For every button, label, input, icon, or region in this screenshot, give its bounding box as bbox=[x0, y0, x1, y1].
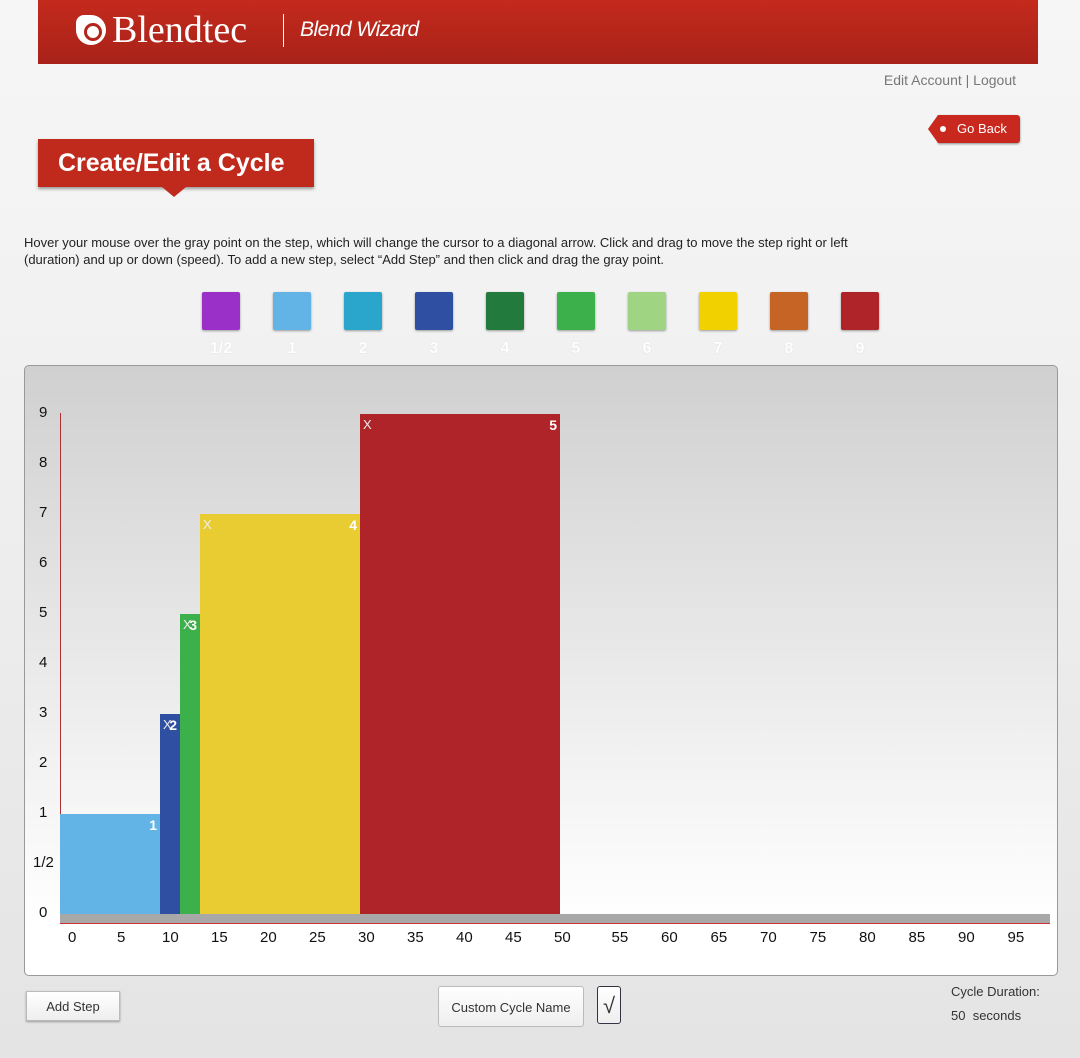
x-tick-label: 95 bbox=[1007, 929, 1025, 946]
logout-link[interactable]: Logout bbox=[973, 72, 1016, 88]
x-tick-label: 85 bbox=[908, 929, 926, 946]
x-tick-label: 10 bbox=[162, 929, 179, 946]
x-tick-label: 60 bbox=[661, 929, 678, 946]
speed-swatch-label: 9 bbox=[855, 340, 865, 357]
speed-swatch-label: 1/2 bbox=[209, 340, 233, 357]
x-tick-label: 35 bbox=[407, 929, 424, 946]
speed-swatch[interactable] bbox=[486, 292, 524, 330]
speed-swatch-label: 2 bbox=[358, 340, 368, 357]
step-number: 2 bbox=[169, 717, 177, 733]
x-axis bbox=[60, 923, 1050, 924]
account-links: Edit Account | Logout bbox=[883, 72, 1016, 88]
timeline-track[interactable] bbox=[60, 914, 1050, 923]
go-back-button[interactable]: Go Back bbox=[928, 115, 1020, 143]
cycle-name-input[interactable]: Custom Cycle Name bbox=[438, 986, 584, 1027]
step-number: 1 bbox=[149, 817, 157, 833]
instructions: Hover your mouse over the gray point on … bbox=[24, 235, 848, 267]
speed-swatch[interactable] bbox=[273, 292, 311, 330]
x-tick-label: 40 bbox=[456, 929, 473, 946]
speed-swatch-label: 3 bbox=[429, 340, 439, 357]
speed-swatch-label: 7 bbox=[713, 340, 723, 357]
x-tick-label: 45 bbox=[505, 929, 522, 946]
speed-swatch[interactable] bbox=[415, 292, 453, 330]
x-tick-label: 80 bbox=[859, 929, 876, 946]
step-number: 5 bbox=[549, 417, 557, 433]
y-tick-label: 0 bbox=[39, 904, 48, 921]
add-step-button[interactable]: Add Step bbox=[26, 991, 120, 1021]
step-number: 3 bbox=[189, 617, 197, 633]
cycle-step-1[interactable]: 1 bbox=[60, 814, 160, 914]
y-tick-label: 1 bbox=[39, 804, 48, 821]
delete-step-icon[interactable]: X bbox=[363, 417, 372, 432]
y-tick-label: 7 bbox=[39, 504, 48, 521]
x-tick-label: 30 bbox=[358, 929, 375, 946]
speed-swatch[interactable] bbox=[344, 292, 382, 330]
speed-swatch-label: 8 bbox=[784, 340, 794, 357]
confirm-name-button[interactable]: √ bbox=[597, 986, 621, 1024]
x-tick-label: 0 bbox=[68, 929, 77, 946]
y-tick-label: 5 bbox=[39, 604, 48, 621]
x-tick-label: 90 bbox=[958, 929, 975, 946]
y-tick-label: 4 bbox=[39, 654, 48, 671]
speed-swatch-label: 4 bbox=[500, 340, 510, 357]
y-axis bbox=[60, 413, 61, 915]
delete-step-icon[interactable]: X bbox=[163, 717, 172, 732]
y-tick-label: 6 bbox=[39, 554, 48, 571]
x-tick-label: 5 bbox=[117, 929, 126, 946]
speed-swatch-label: 5 bbox=[571, 340, 581, 357]
speed-swatch-label: 6 bbox=[642, 340, 652, 357]
edit-account-link[interactable]: Edit Account bbox=[883, 72, 962, 88]
swirl-icon bbox=[76, 15, 106, 45]
blendtec-logo[interactable]: Blendtec bbox=[76, 8, 247, 52]
speed-swatch-label: 1 bbox=[287, 340, 297, 357]
product-name: Blend Wizard bbox=[300, 18, 419, 41]
x-tick-label: 70 bbox=[760, 929, 777, 946]
delete-step-icon[interactable]: X bbox=[203, 517, 212, 532]
speed-swatch[interactable] bbox=[699, 292, 737, 330]
page-title: Create/Edit a Cycle bbox=[38, 139, 314, 197]
divider bbox=[283, 14, 284, 47]
y-tick-label: 2 bbox=[39, 754, 48, 771]
x-tick-label: 55 bbox=[611, 929, 629, 946]
step-number: 4 bbox=[349, 517, 357, 533]
cycle-chart[interactable]: 0 1/2 1 2 3 4 5 6 7 8 9 0 5 10 15 20 25 30 35 40 45 50 55 60 65 7… bbox=[24, 365, 1058, 976]
speed-swatch[interactable] bbox=[841, 292, 879, 330]
y-tick-label: 9 bbox=[39, 404, 48, 421]
y-tick-label: 3 bbox=[39, 704, 48, 721]
header: Blendtec Blend Wizard bbox=[38, 0, 1038, 64]
x-tick-label: 65 bbox=[710, 929, 728, 946]
x-tick-label: 15 bbox=[211, 929, 228, 946]
y-tick-label: 1/2 bbox=[33, 854, 54, 871]
y-tick-label: 8 bbox=[39, 454, 48, 471]
x-tick-label: 20 bbox=[260, 929, 277, 946]
speed-swatch[interactable] bbox=[202, 292, 240, 330]
x-tick-label: 75 bbox=[809, 929, 827, 946]
speed-swatch[interactable] bbox=[628, 292, 666, 330]
x-tick-label: 50 bbox=[554, 929, 571, 946]
x-tick-label: 25 bbox=[309, 929, 326, 946]
speed-swatch[interactable] bbox=[770, 292, 808, 330]
speed-swatch[interactable] bbox=[557, 292, 595, 330]
cycle-duration-value: 50 seconds bbox=[951, 1008, 1022, 1023]
delete-step-icon[interactable]: X bbox=[183, 617, 192, 632]
cycle-duration-label: Cycle Duration: bbox=[951, 984, 1040, 999]
